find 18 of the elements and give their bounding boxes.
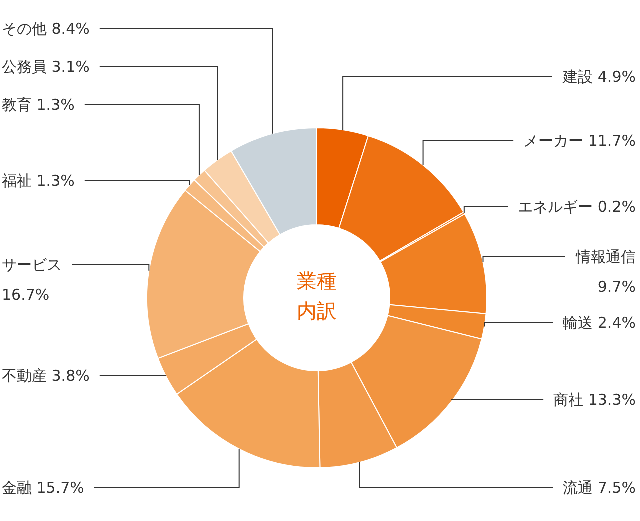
slice-label: 商社 13.3% <box>554 391 636 409</box>
slice-label: サービス <box>2 256 62 274</box>
slice-label: 流通 7.5% <box>563 479 636 497</box>
slice-label: 福祉 1.3% <box>2 172 75 190</box>
slice-label: 情報通信 <box>575 248 636 266</box>
data-label: 16.7% <box>2 286 50 304</box>
slice-label: 輸送 2.4% <box>563 314 636 332</box>
slice-label: メーカー 11.7% <box>524 132 636 150</box>
slice-label: 建設 4.9% <box>562 68 636 86</box>
slice-label: 金融 15.7% <box>2 479 84 497</box>
slice-label: その他 8.4% <box>2 20 90 38</box>
slice-label: 不動産 3.8% <box>2 367 90 385</box>
slice-label: エネルギー 0.2% <box>518 198 636 216</box>
data-label: 9.7% <box>598 278 636 296</box>
text: 内訳 <box>297 299 337 323</box>
slice-label: 公務員 3.1% <box>2 58 90 76</box>
slice-label: 教育 1.3% <box>2 96 75 114</box>
text: 業種 <box>297 269 337 293</box>
